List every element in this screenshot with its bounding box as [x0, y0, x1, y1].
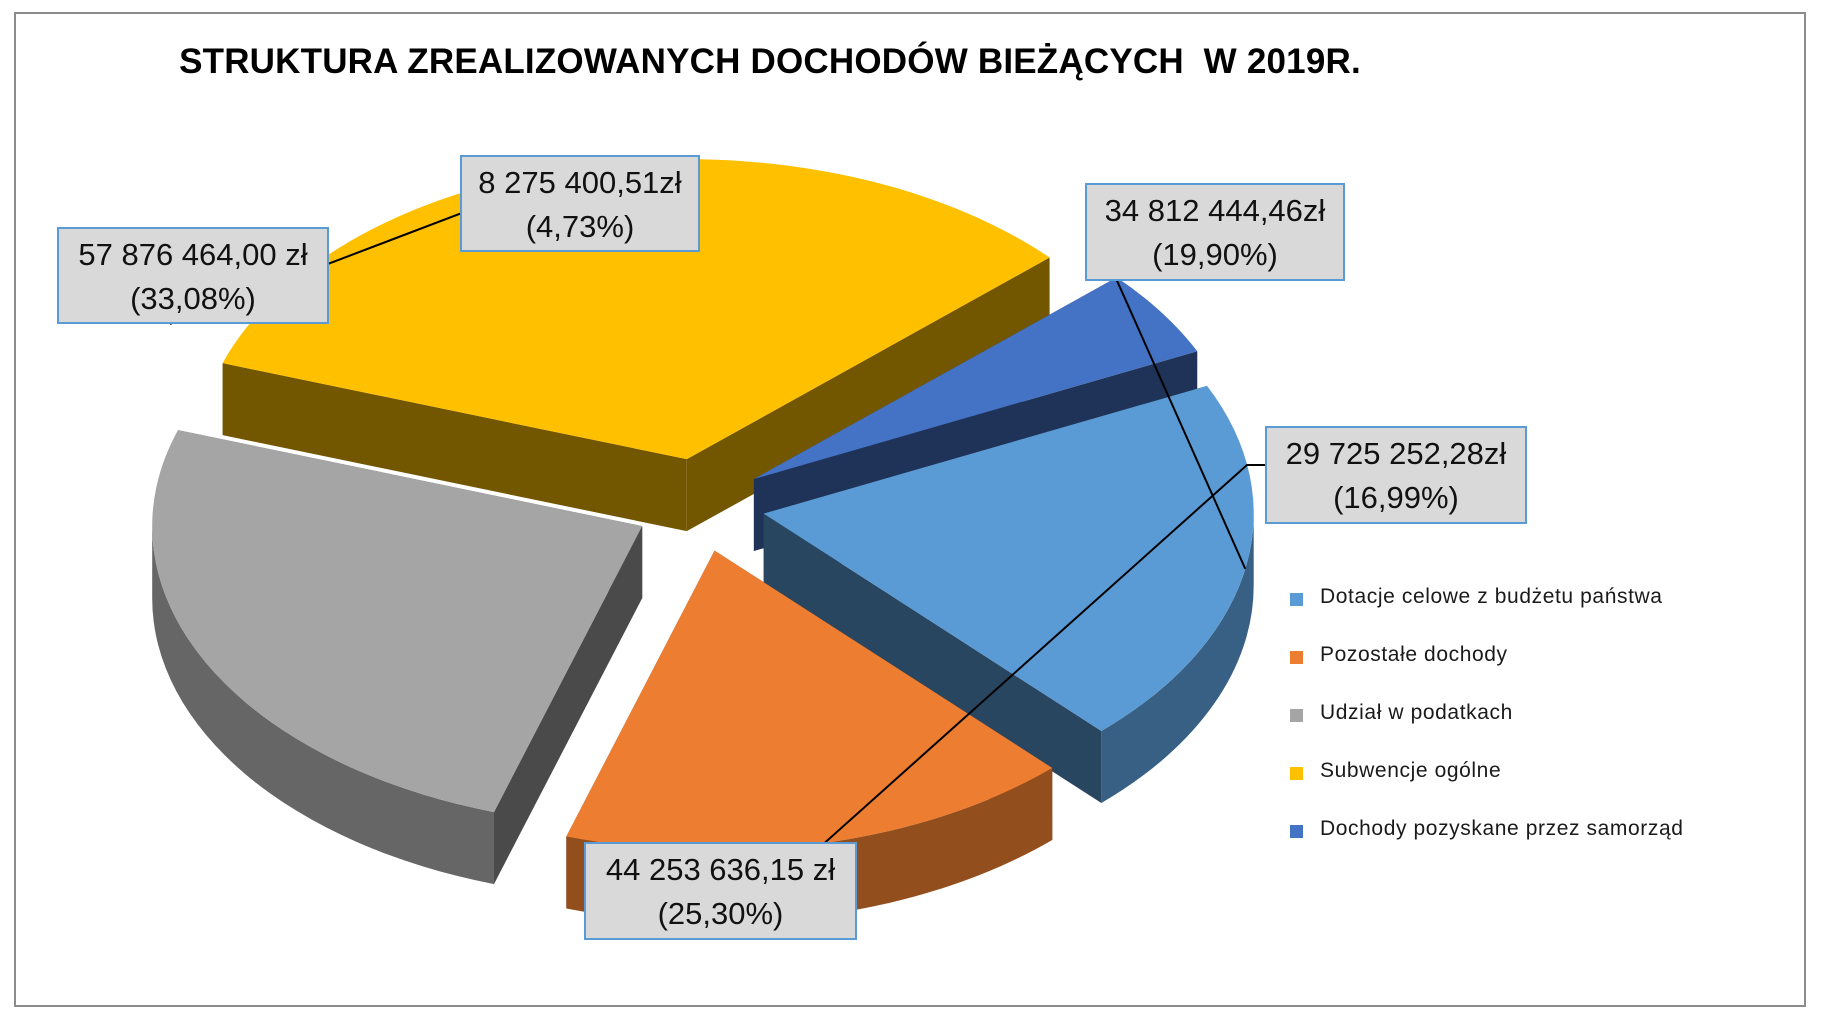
data-label-dotacje: 34 812 444,46zł (19,90%) — [1085, 183, 1345, 281]
data-label-dochody-pozyskane: 8 275 400,51zł (4,73%) — [460, 155, 700, 252]
legend-label: Udział w podatkach — [1320, 701, 1513, 724]
pie-slice-wall — [493, 526, 643, 885]
legend-label: Dochody pozyskane przez samorząd — [1320, 817, 1684, 840]
pie-slice-wall — [686, 257, 1050, 532]
legend-label: Dotacje celowe z budżetu państwa — [1320, 585, 1663, 608]
pie-slice-top — [566, 550, 1053, 851]
data-label-value: 44 253 636,15 zł — [605, 852, 836, 887]
pie-slice-edge — [152, 526, 494, 885]
data-label-value: 34 812 444,46zł — [1104, 193, 1326, 228]
pie-slice-dotacje — [763, 385, 1254, 804]
data-label-percent: (16,99%) — [1333, 480, 1459, 515]
leader-line-pozostale — [823, 464, 1267, 844]
pie-slice-top — [763, 385, 1254, 732]
pie-slice-wall — [222, 363, 687, 532]
pie-slice-subwencje — [222, 159, 1050, 532]
legend-swatch — [1290, 825, 1303, 838]
data-label-percent: (4,73%) — [525, 209, 635, 244]
legend-label: Pozostałe dochody — [1320, 643, 1508, 666]
data-label-pozostale: 29 725 252,28zł (16,99%) — [1265, 426, 1527, 524]
data-label-percent: (25,30%) — [657, 896, 784, 931]
data-label-udzial: 44 253 636,15 zł (25,30%) — [584, 842, 857, 940]
pie-slice-wall — [763, 513, 1102, 804]
data-label-percent: (33,08%) — [130, 281, 256, 316]
legend-swatch — [1290, 593, 1303, 606]
data-label-value: 57 876 464,00 zł — [78, 237, 308, 272]
legend-label: Subwencje ogólne — [1320, 759, 1502, 782]
pie-slice-top — [753, 277, 1198, 480]
pie-slice-udzial — [152, 430, 643, 885]
legend-swatch — [1290, 651, 1303, 664]
data-label-value: 29 725 252,28zł — [1285, 436, 1507, 471]
legend-swatch — [1290, 709, 1303, 722]
pie-slice-edge — [1101, 513, 1254, 804]
pie-slice-pozostale — [566, 550, 1053, 923]
data-label-percent: (19,90%) — [1152, 237, 1278, 272]
pie-slice-top — [222, 159, 1050, 460]
pie-slice-top — [152, 430, 643, 813]
legend-swatch — [1290, 767, 1303, 780]
data-label-value: 8 275 400,51zł — [478, 165, 682, 200]
chart-title: STRUKTURA ZREALIZOWANYCH DOCHODÓW BIEŻĄC… — [179, 42, 1361, 81]
data-label-subwencje: 57 876 464,00 zł (33,08%) — [57, 227, 329, 324]
